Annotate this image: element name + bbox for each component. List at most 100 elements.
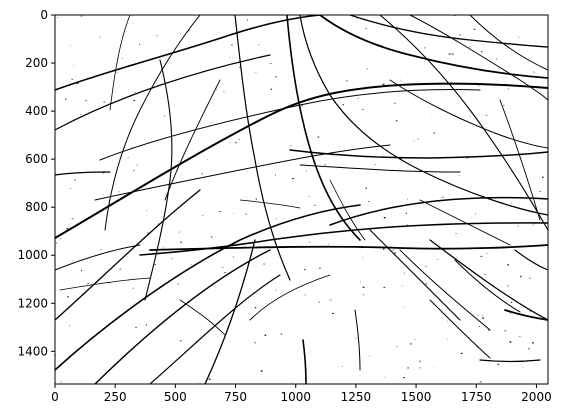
speckle	[328, 243, 329, 245]
speckle	[382, 248, 385, 250]
speckle	[103, 101, 105, 103]
speckle	[518, 335, 521, 337]
y-tick-label: 1000	[17, 248, 48, 262]
speckle	[381, 44, 383, 47]
speckle	[528, 348, 530, 350]
crack-line	[239, 199, 301, 209]
speckle	[362, 109, 364, 110]
speckle	[404, 306, 405, 308]
speckle	[469, 116, 471, 117]
speckle	[223, 91, 225, 92]
crack-line	[429, 239, 548, 321]
speckle	[493, 284, 495, 286]
speckle	[365, 187, 367, 189]
axes-background	[55, 15, 548, 384]
speckle	[407, 367, 409, 369]
x-tick-label: 500	[164, 390, 187, 404]
speckle	[147, 232, 149, 234]
speckle	[275, 218, 278, 220]
speckle	[69, 45, 71, 46]
speckle	[69, 325, 70, 326]
speckle	[517, 225, 520, 227]
speckle	[229, 57, 230, 58]
crack-line	[302, 339, 307, 384]
speckle	[233, 256, 234, 258]
speckle	[532, 342, 534, 344]
speckle	[482, 317, 484, 319]
speckle	[254, 307, 257, 309]
speckle	[518, 36, 520, 38]
speckle	[366, 68, 368, 70]
crack-line	[419, 199, 511, 246]
speckle	[119, 268, 122, 270]
speckle	[324, 164, 326, 166]
crack-line	[59, 277, 151, 291]
speckle	[430, 116, 431, 118]
speckle	[454, 15, 456, 16]
speckle	[255, 198, 257, 200]
speckle	[255, 71, 257, 74]
speckle	[458, 175, 460, 177]
crack-line	[149, 274, 281, 384]
speckle	[254, 342, 256, 344]
speckle	[118, 191, 120, 193]
speckle	[219, 211, 221, 212]
y-tick-label: 200	[25, 56, 48, 70]
speckle	[332, 312, 334, 314]
speckle	[171, 258, 173, 260]
speckle	[211, 122, 213, 123]
speckle	[401, 285, 403, 287]
speckle	[178, 231, 180, 233]
speckle	[238, 138, 241, 140]
crack-line	[369, 229, 461, 321]
speckle	[542, 176, 544, 178]
speckle	[459, 34, 461, 36]
speckle	[72, 260, 73, 262]
speckle	[100, 249, 102, 250]
speckle	[198, 382, 199, 383]
speckle	[441, 196, 444, 198]
speckle	[533, 71, 535, 73]
speckle	[74, 179, 76, 181]
speckle	[519, 275, 522, 278]
speckle	[292, 98, 293, 100]
speckle	[246, 19, 249, 21]
speckle	[134, 92, 136, 93]
speckle	[394, 252, 396, 254]
crack-line	[319, 15, 548, 79]
speckle	[127, 157, 129, 159]
speckle	[263, 263, 265, 265]
crack-line	[144, 59, 173, 301]
crack-line	[429, 299, 491, 359]
speckle	[404, 272, 405, 274]
x-tick-label: 1500	[401, 390, 432, 404]
x-tick-label: 750	[224, 390, 247, 404]
speckle	[245, 213, 247, 215]
crack-line	[379, 15, 548, 231]
speckle	[208, 378, 211, 380]
speckle	[393, 102, 396, 104]
speckle	[231, 44, 233, 46]
speckle	[509, 15, 510, 17]
speckle	[455, 233, 457, 234]
axes-frame	[54, 14, 549, 385]
speckle	[341, 365, 343, 367]
speckle	[345, 80, 348, 82]
speckle	[177, 283, 180, 285]
speckle	[424, 266, 427, 267]
y-axis: 0 200 400 600 800 1000 1200 1400	[17, 8, 55, 358]
binary-crack-pattern-icon	[55, 15, 548, 384]
x-axis: 0 250 500 750 1000 1250 1500 1750 2000	[51, 384, 552, 404]
x-tick-label: 250	[104, 390, 127, 404]
speckle	[116, 72, 118, 74]
crack-line	[164, 79, 221, 201]
speckle	[342, 104, 344, 106]
speckle	[190, 264, 192, 265]
speckle	[466, 157, 469, 159]
crack-line	[249, 274, 331, 321]
speckle	[510, 301, 513, 303]
speckle	[158, 223, 159, 225]
speckle	[216, 89, 217, 91]
speckle	[413, 140, 415, 142]
